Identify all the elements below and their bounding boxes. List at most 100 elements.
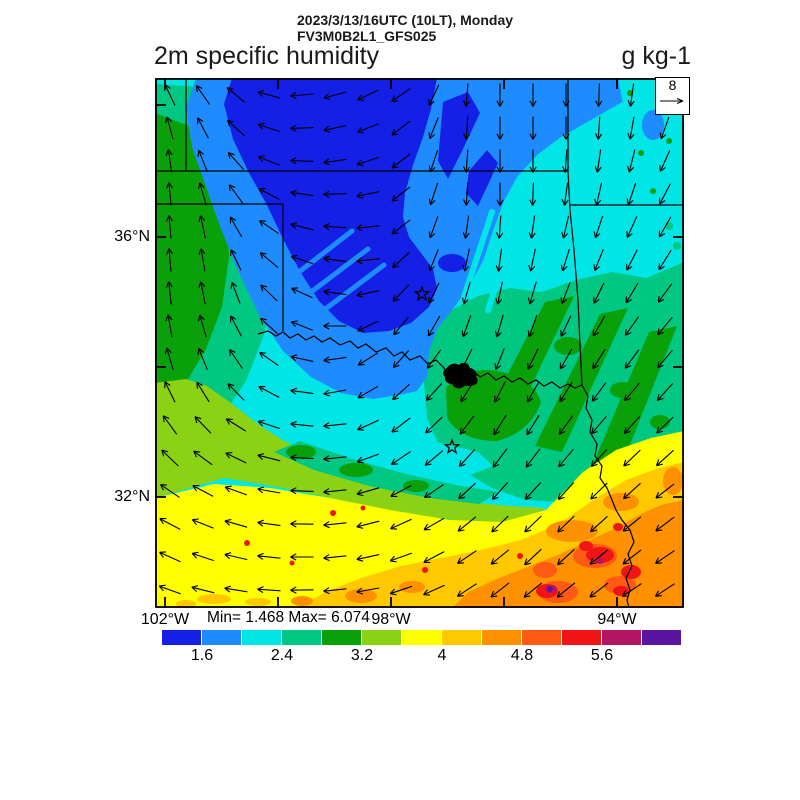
wind-vector-arrow <box>658 249 672 271</box>
wind-vector-arrow <box>391 219 411 235</box>
wind-vector-arrow <box>224 585 248 593</box>
colorbar-cell <box>402 630 441 645</box>
wind-vector-arrow <box>494 314 504 338</box>
lon-label-98w: 98°W <box>371 611 411 628</box>
lake-marker <box>443 362 478 389</box>
wind-vector-arrow <box>526 414 540 436</box>
wind-vector-arrow <box>392 350 410 369</box>
lat-label-32n: 32°N <box>114 488 150 505</box>
colorbar-cell <box>442 630 481 645</box>
wind-vector-arrow <box>657 283 673 303</box>
wind-vector-arrow <box>229 216 243 238</box>
wind-vector-arrow <box>627 149 636 173</box>
wind-vector-arrow <box>526 381 540 403</box>
humidity-blob-green <box>666 138 672 144</box>
wind-vector-arrow <box>459 415 475 435</box>
humidity-region-darkblue <box>438 92 480 179</box>
humidity-blob-maroon <box>596 558 604 564</box>
humidity-streak-lightblue <box>293 262 387 334</box>
wind-vector-arrow <box>557 515 575 533</box>
wind-vector-arrow <box>257 453 281 462</box>
wind-vector-arrow <box>458 482 476 500</box>
wind-vector-arrow <box>624 349 640 369</box>
humidity-blob-green <box>554 337 582 355</box>
wind-vector-arrow <box>622 583 642 597</box>
wind-vector-arrow <box>428 282 440 304</box>
wind-vector-arrow <box>622 549 642 565</box>
reference-vector-box: 8 <box>655 77 690 115</box>
wind-vector-arrow <box>323 554 347 562</box>
wind-vector-arrow <box>393 316 409 336</box>
wind-vector-arrow <box>230 249 242 271</box>
wind-vector-arrow <box>224 518 248 528</box>
wind-vector-arrow <box>561 182 569 206</box>
wind-vector-arrow <box>558 448 574 468</box>
humidity-blob-orange <box>603 493 639 511</box>
colorbar-cell <box>202 630 241 645</box>
wind-vector-arrow <box>290 354 314 362</box>
wind-vector-arrow <box>494 381 506 403</box>
wind-vector-arrow <box>496 116 504 140</box>
wind-vector-arrow <box>191 518 214 529</box>
humidity-blob-green <box>627 90 633 96</box>
wind-vector-arrow <box>257 552 281 560</box>
wind-vector-arrow <box>389 585 413 596</box>
humidity-blob-green <box>650 188 656 194</box>
wind-vector-arrow <box>593 249 604 272</box>
wind-vector-arrow <box>529 83 537 107</box>
wind-vector-arrow <box>323 422 347 430</box>
wind-vector-arrow <box>525 448 541 468</box>
wind-vector-arrow <box>428 216 439 239</box>
wind-vector-arrow <box>160 484 180 498</box>
wind-vector-arrow <box>528 248 536 272</box>
colorbar-cell <box>522 630 561 645</box>
wind-vector-arrow <box>657 349 673 369</box>
wind-vector-arrow <box>527 281 537 305</box>
wind-vector-arrow <box>458 449 476 468</box>
wind-vector-arrow <box>462 248 470 272</box>
wind-vector-arrow <box>463 182 471 206</box>
wind-vector-arrow <box>391 417 411 433</box>
wind-vector-arrow <box>626 249 638 271</box>
wind-vector-arrow <box>623 416 641 435</box>
wind-vector-arrow <box>224 552 248 561</box>
map-frame <box>155 78 684 608</box>
wind-vector-arrow <box>490 549 510 565</box>
wind-vector-arrow <box>657 316 673 336</box>
wind-vector-arrow <box>461 281 471 305</box>
wind-vector-arrow <box>589 515 608 533</box>
humidity-blob-green <box>638 150 644 156</box>
wind-vector-arrow <box>655 449 674 467</box>
wind-vector-arrow <box>424 450 444 466</box>
colorbar-cell <box>322 630 361 645</box>
humidity-region-cyan <box>618 78 684 258</box>
humidity-blob-red <box>289 560 295 566</box>
wind-vector-arrow <box>357 385 379 399</box>
wind-vector-arrow <box>624 316 640 336</box>
wind-vector-arrow <box>323 223 347 231</box>
humidity-blob-purple <box>547 586 553 592</box>
wind-vector-arrow <box>457 550 477 564</box>
humidity-blob-green <box>650 415 670 429</box>
wind-vector-arrow <box>557 482 575 501</box>
wind-vector-arrow <box>491 515 509 533</box>
wind-vector-arrow <box>323 389 347 397</box>
wind-vector-arrow <box>357 419 379 431</box>
humidity-blob-green <box>610 382 634 398</box>
city-star-marker <box>413 285 431 302</box>
humidity-blob-gold <box>197 594 231 604</box>
wind-vector-arrow <box>495 248 503 272</box>
wind-vector-arrow <box>589 582 609 598</box>
colorbar-cell <box>482 630 521 645</box>
wind-vector-arrow <box>323 488 347 496</box>
colorbar-cell <box>562 630 601 645</box>
wind-vector-arrow <box>257 486 281 494</box>
humidity-blob-red <box>244 540 250 546</box>
wind-vector-arrow <box>290 157 314 165</box>
wind-vector-arrow <box>626 216 638 238</box>
humidity-blob-lightblue <box>642 110 664 140</box>
wind-vector-arrow <box>257 586 281 594</box>
wind-vector-arrow <box>560 315 572 337</box>
wind-vector-arrow <box>423 551 445 563</box>
wind-vector-arrow <box>524 515 542 533</box>
